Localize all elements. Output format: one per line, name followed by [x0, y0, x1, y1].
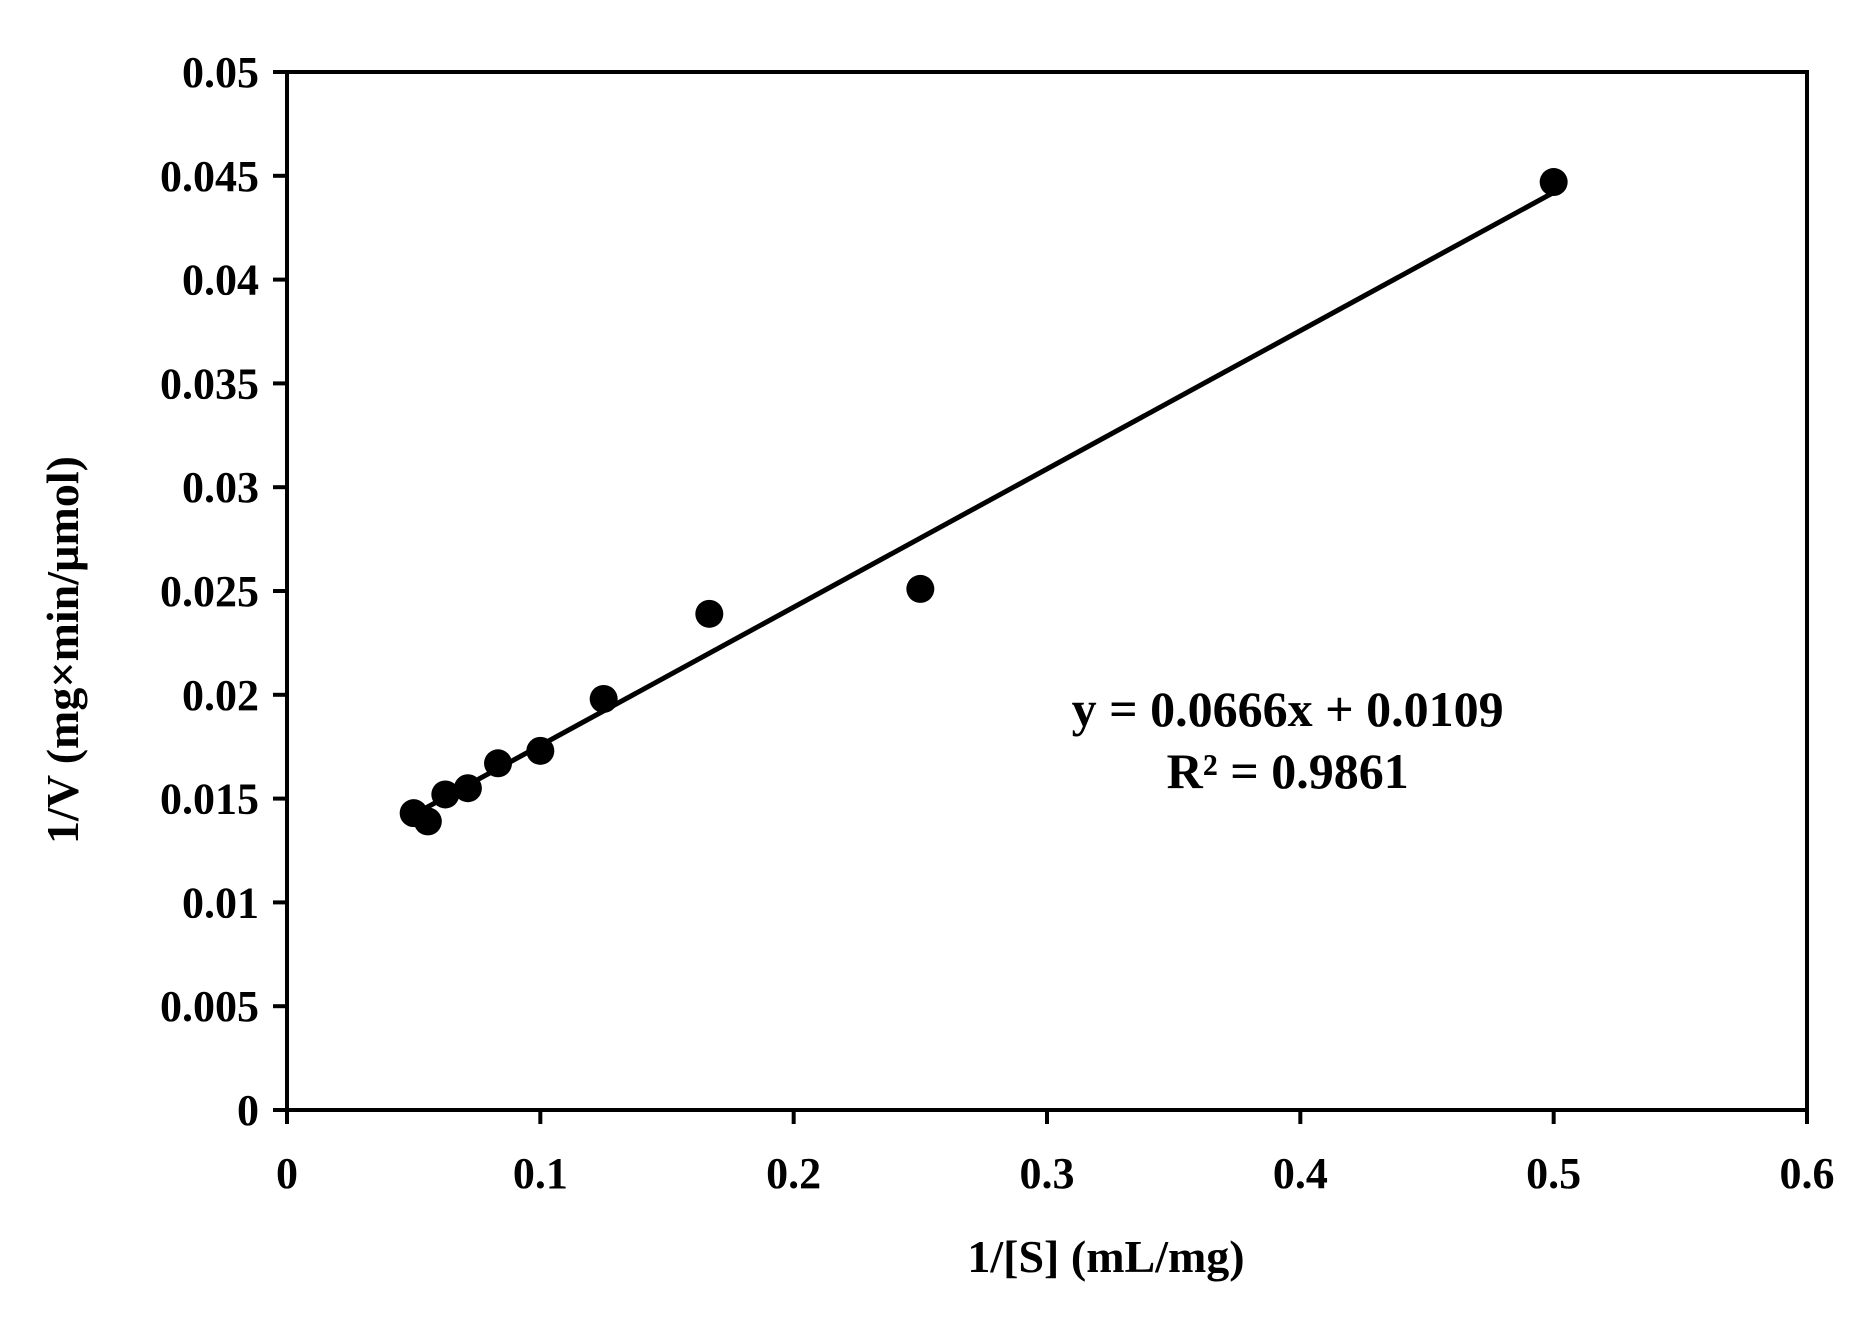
x-tick-label: 0.4 — [1273, 1149, 1328, 1198]
plot-area-border — [285, 70, 1809, 1112]
x-tick-label: 0.1 — [513, 1149, 568, 1198]
data-point — [906, 574, 935, 603]
y-axis-title: 1/V (mg×min/µmol) — [37, 456, 88, 844]
y-tick-label: 0.02 — [182, 671, 259, 720]
x-tick-label: 0.5 — [1526, 1149, 1581, 1198]
data-point — [526, 736, 555, 765]
y-axis-ticks: 0 0.005 0.01 0.015 0.02 0.025 0.03 0.035 0.04 0.0… — [160, 48, 287, 1135]
trendline-annotation: R² = 0.9861 — [1167, 743, 1409, 799]
x-axis-ticks: 0 0.1 0.2 0.3 0.4 0.5 0.6 — [276, 1110, 1835, 1198]
x-tick-label: 0.6 — [1780, 1149, 1835, 1198]
data-points — [399, 168, 1568, 836]
x-tick-label: 0.2 — [766, 1149, 821, 1198]
x-tick-label: 0.3 — [1020, 1149, 1075, 1198]
y-tick-label: 0.005 — [160, 982, 259, 1031]
y-tick-label: 0.045 — [160, 152, 259, 201]
plot-frame — [285, 70, 1809, 1112]
x-axis-title: 1/[S] (mL/mg) — [967, 1231, 1244, 1282]
y-tick-label: 0.025 — [160, 567, 259, 616]
y-tick-label: 0.03 — [182, 463, 259, 512]
x-tick-label: 0 — [276, 1149, 298, 1198]
data-point — [413, 807, 442, 836]
data-point — [431, 780, 460, 809]
y-tick-label: 0 — [237, 1086, 259, 1135]
trendline-annotation: y = 0.0666x + 0.0109 — [1072, 681, 1504, 737]
data-point — [695, 599, 724, 628]
data-point — [453, 774, 482, 803]
trendline-annotations: y = 0.0666x + 0.0109 R² = 0.9861 — [1072, 681, 1504, 799]
data-point — [589, 684, 618, 713]
y-tick-label: 0.05 — [182, 48, 259, 97]
y-tick-label: 0.015 — [160, 775, 259, 824]
y-tick-label: 0.035 — [160, 359, 259, 408]
y-tick-label: 0.01 — [182, 878, 259, 927]
y-tick-label: 0.04 — [182, 256, 259, 305]
data-point — [484, 749, 513, 778]
data-point — [1539, 168, 1568, 197]
